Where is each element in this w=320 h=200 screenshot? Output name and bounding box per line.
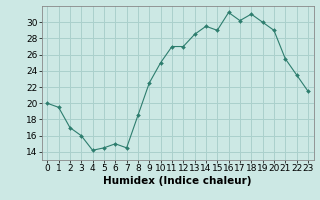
X-axis label: Humidex (Indice chaleur): Humidex (Indice chaleur) [103,176,252,186]
